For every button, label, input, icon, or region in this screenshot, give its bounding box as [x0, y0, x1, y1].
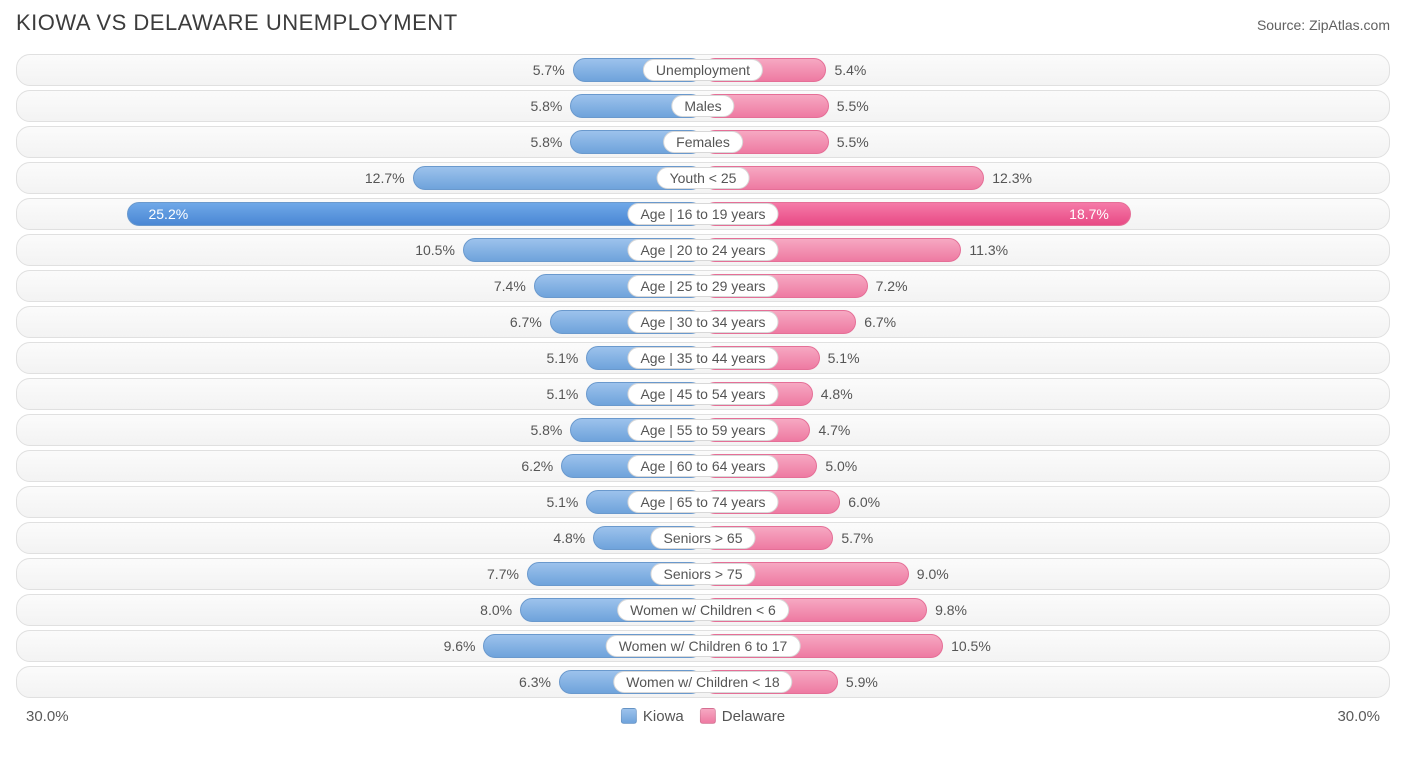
axis-max-right: 30.0% — [1337, 708, 1380, 725]
value-right: 6.0% — [848, 494, 880, 510]
category-label: Unemployment — [643, 59, 763, 81]
value-right: 5.4% — [834, 62, 866, 78]
category-label: Women w/ Children < 6 — [617, 599, 789, 621]
chart-header: KIOWA VS DELAWARE UNEMPLOYMENT Source: Z… — [16, 10, 1390, 36]
chart-footer: 30.0% Kiowa Delaware 30.0% — [16, 704, 1390, 728]
chart-row: 7.7% 9.0% Seniors > 75 — [16, 558, 1390, 590]
axis-max-left: 30.0% — [26, 708, 69, 725]
category-label: Age | 35 to 44 years — [627, 347, 778, 369]
chart-row: 25.2% 18.7% Age | 16 to 19 years — [16, 198, 1390, 230]
category-label: Age | 55 to 59 years — [627, 419, 778, 441]
value-left: 5.8% — [530, 422, 562, 438]
category-label: Age | 16 to 19 years — [627, 203, 778, 225]
chart-row: 6.2% 5.0% Age | 60 to 64 years — [16, 450, 1390, 482]
chart-row: 6.7% 6.7% Age | 30 to 34 years — [16, 306, 1390, 338]
value-left: 5.1% — [546, 350, 578, 366]
category-label: Females — [663, 131, 743, 153]
value-right: 10.5% — [951, 638, 991, 654]
chart-row: 9.6% 10.5% Women w/ Children 6 to 17 — [16, 630, 1390, 662]
value-left: 6.7% — [510, 314, 542, 330]
chart-row: 6.3% 5.9% Women w/ Children < 18 — [16, 666, 1390, 698]
value-right: 11.3% — [969, 242, 1008, 258]
value-left: 25.2% — [140, 206, 188, 222]
category-label: Seniors > 75 — [651, 563, 756, 585]
value-right: 4.7% — [818, 422, 850, 438]
value-left: 5.1% — [546, 386, 578, 402]
category-label: Women w/ Children 6 to 17 — [606, 635, 801, 657]
category-label: Males — [671, 95, 734, 117]
value-right: 5.1% — [828, 350, 860, 366]
chart-row: 4.8% 5.7% Seniors > 65 — [16, 522, 1390, 554]
chart-row: 5.7% 5.4% Unemployment — [16, 54, 1390, 86]
chart-row: 10.5% 11.3% Age | 20 to 24 years — [16, 234, 1390, 266]
value-right: 5.5% — [837, 134, 869, 150]
legend-swatch-left — [621, 708, 637, 724]
value-right: 12.3% — [992, 170, 1032, 186]
value-left: 6.2% — [521, 458, 553, 474]
category-label: Age | 20 to 24 years — [627, 239, 778, 261]
category-label: Age | 30 to 34 years — [627, 311, 778, 333]
value-right: 6.7% — [864, 314, 896, 330]
value-left: 7.4% — [494, 278, 526, 294]
value-right: 9.0% — [917, 566, 949, 582]
chart-row: 5.8% 5.5% Females — [16, 126, 1390, 158]
chart-row: 5.1% 4.8% Age | 45 to 54 years — [16, 378, 1390, 410]
chart-row: 5.1% 5.1% Age | 35 to 44 years — [16, 342, 1390, 374]
value-right: 7.2% — [876, 278, 908, 294]
legend-item-left: Kiowa — [621, 708, 684, 725]
value-left: 5.8% — [530, 134, 562, 150]
value-left: 5.7% — [533, 62, 565, 78]
category-label: Seniors > 65 — [651, 527, 756, 549]
category-label: Age | 45 to 54 years — [627, 383, 778, 405]
category-label: Age | 60 to 64 years — [627, 455, 778, 477]
value-left: 9.6% — [444, 638, 476, 654]
value-right: 5.9% — [846, 674, 878, 690]
value-left: 5.1% — [546, 494, 578, 510]
category-label: Youth < 25 — [657, 167, 750, 189]
chart-row: 5.8% 5.5% Males — [16, 90, 1390, 122]
value-right: 4.8% — [821, 386, 853, 402]
value-left: 7.7% — [487, 566, 519, 582]
value-right: 18.7% — [1069, 206, 1117, 222]
category-label: Age | 65 to 74 years — [627, 491, 778, 513]
value-left: 4.8% — [553, 530, 585, 546]
category-label: Age | 25 to 29 years — [627, 275, 778, 297]
category-label: Women w/ Children < 18 — [613, 671, 792, 693]
legend-label-right: Delaware — [722, 708, 785, 725]
legend: Kiowa Delaware — [621, 708, 785, 725]
value-left: 10.5% — [415, 242, 455, 258]
chart-row: 7.4% 7.2% Age | 25 to 29 years — [16, 270, 1390, 302]
chart-row: 12.7% 12.3% Youth < 25 — [16, 162, 1390, 194]
value-left: 8.0% — [480, 602, 512, 618]
legend-swatch-right — [700, 708, 716, 724]
value-left: 6.3% — [519, 674, 551, 690]
chart-row: 5.8% 4.7% Age | 55 to 59 years — [16, 414, 1390, 446]
value-right: 5.0% — [825, 458, 857, 474]
chart-source: Source: ZipAtlas.com — [1257, 17, 1390, 33]
value-right: 9.8% — [935, 602, 967, 618]
legend-item-right: Delaware — [700, 708, 785, 725]
legend-label-left: Kiowa — [643, 708, 684, 725]
value-left: 12.7% — [365, 170, 405, 186]
chart-row: 8.0% 9.8% Women w/ Children < 6 — [16, 594, 1390, 626]
value-right: 5.5% — [837, 98, 869, 114]
chart-row: 5.1% 6.0% Age | 65 to 74 years — [16, 486, 1390, 518]
chart-title: KIOWA VS DELAWARE UNEMPLOYMENT — [16, 10, 458, 36]
bar-left — [127, 202, 703, 226]
diverging-bar-chart: 5.7% 5.4% Unemployment 5.8% 5.5% Males 5.8% 5.5… — [16, 54, 1390, 698]
value-left: 5.8% — [530, 98, 562, 114]
value-right: 5.7% — [841, 530, 873, 546]
